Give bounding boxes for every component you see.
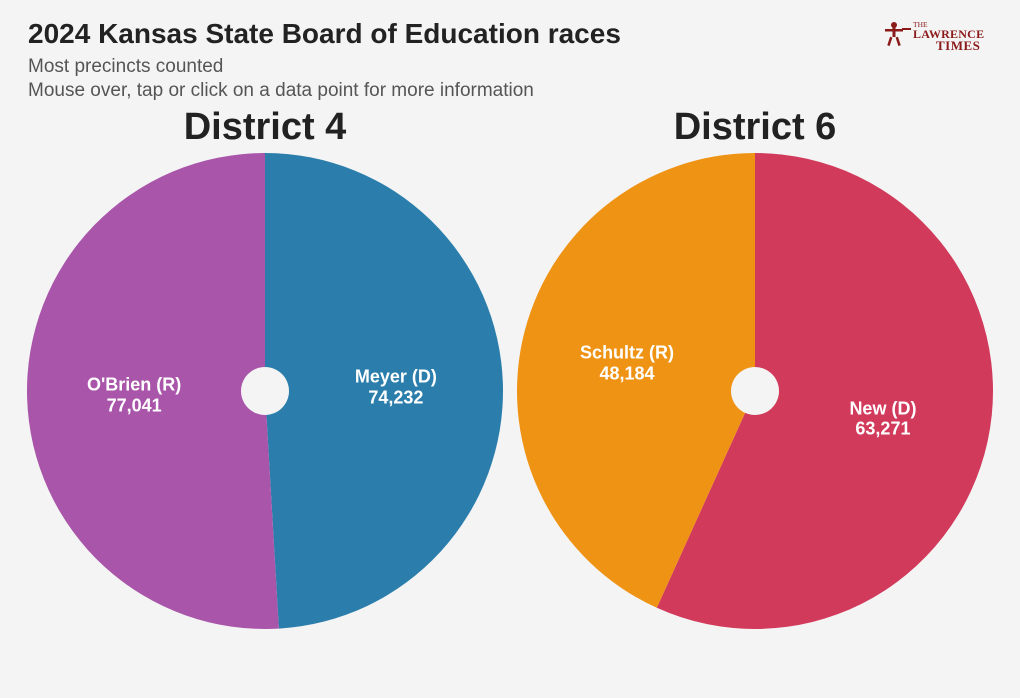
publisher-logo: THE LAWRENCE TIMES — [882, 14, 992, 58]
chart: District 6New (D)63,271Schultz (R)48,184 — [515, 106, 995, 631]
svg-text:TIMES: TIMES — [936, 38, 980, 53]
donut-hole — [241, 367, 289, 415]
donut: New (D)63,271Schultz (R)48,184 — [515, 151, 995, 631]
donut-slice[interactable] — [265, 153, 503, 629]
donut-hole — [731, 367, 779, 415]
page: 2024 Kansas State Board of Education rac… — [0, 0, 1020, 698]
page-hint: Mouse over, tap or click on a data point… — [28, 80, 992, 102]
lawrence-times-logo-icon: THE LAWRENCE TIMES — [882, 14, 992, 58]
chart: District 4Meyer (D)74,232O'Brien (R)77,0… — [25, 106, 505, 631]
charts-row: District 4Meyer (D)74,232O'Brien (R)77,0… — [0, 106, 1020, 631]
header: 2024 Kansas State Board of Education rac… — [0, 0, 1020, 102]
page-subtitle: Most precincts counted — [28, 56, 992, 78]
chart-title: District 6 — [674, 106, 837, 149]
page-title: 2024 Kansas State Board of Education rac… — [28, 18, 992, 50]
donut: Meyer (D)74,232O'Brien (R)77,041 — [25, 151, 505, 631]
chart-title: District 4 — [184, 106, 347, 149]
